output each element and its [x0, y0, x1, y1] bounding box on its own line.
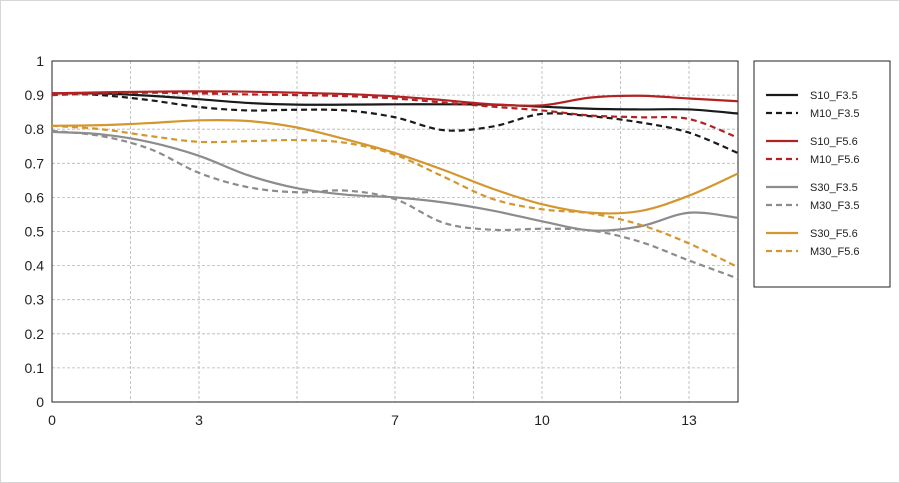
x-tick-label: 13: [681, 412, 697, 428]
y-tick-label: 0: [36, 394, 44, 410]
y-tick-label: 0.8: [25, 121, 45, 137]
legend-box: [753, 60, 891, 288]
y-tick-label: 0.1: [25, 360, 45, 376]
legend-label: M30_F5.6: [810, 246, 860, 258]
y-tick-label: 0.3: [25, 292, 45, 308]
x-tick-label: 10: [534, 412, 550, 428]
series-layer: [51, 90, 739, 280]
x-axis: 0 3 7 10 13: [48, 412, 697, 428]
legend: S10_F3.5 M10_F3.5 S10_F5.6 M10_F5.6 S30_F3.5…: [766, 90, 860, 258]
legend-label: S30_F3.5: [810, 182, 858, 194]
legend-label: S10_F5.6: [810, 136, 858, 148]
series-line-s30-f5-6: [51, 118, 739, 215]
grid-layer: [52, 61, 738, 402]
y-tick-label: 0.9: [25, 87, 45, 103]
y-tick-label: 0.2: [25, 326, 45, 342]
legend-label: S30_F5.6: [810, 228, 858, 240]
series-line-m10-f5-6: [51, 91, 739, 139]
x-tick-label: 3: [195, 412, 203, 428]
x-tick-label: 0: [48, 412, 56, 428]
legend-label: M10_F5.6: [810, 154, 860, 166]
plot-area-border: [51, 60, 739, 403]
series-line-m30-f5-6: [51, 124, 739, 269]
y-tick-label: 1: [36, 53, 44, 69]
y-tick-label: 0.7: [25, 155, 45, 171]
y-axis: 0 0.1 0.2 0.3 0.4 0.5 0.6 0.7 0.8 0.9 1: [25, 53, 45, 410]
series-line-m30-f3-5: [51, 129, 739, 280]
series-line-m10-f3-5: [51, 92, 739, 155]
series-line-s10-f5-6: [51, 90, 739, 107]
y-tick-label: 0.4: [25, 258, 45, 274]
series-line-s10-f3-5: [51, 92, 739, 115]
legend-label: M30_F3.5: [810, 200, 860, 212]
y-tick-label: 0.5: [25, 224, 45, 240]
x-tick-label: 7: [391, 412, 399, 428]
legend-label: S10_F3.5: [810, 90, 858, 102]
legend-label: M10_F3.5: [810, 108, 860, 120]
y-tick-label: 0.6: [25, 189, 45, 205]
series-line-s30-f3-5: [51, 130, 739, 232]
